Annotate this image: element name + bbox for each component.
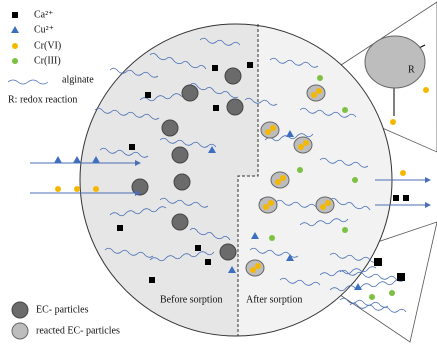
- cr-iii: [352, 177, 358, 183]
- cr-vi: [250, 267, 256, 273]
- diagram: R Ca²⁺ Cu²⁺ Cr(VI) Cr(III) alginate R: r…: [0, 0, 437, 348]
- legend-label: Cr(VI): [34, 40, 61, 51]
- legend-cu: [11, 26, 19, 33]
- ec-particle: [225, 68, 241, 84]
- ec-particle: [220, 244, 236, 260]
- cr-vi: [390, 119, 396, 125]
- legend-label: alginate: [62, 74, 94, 85]
- ca-ion: [393, 195, 399, 201]
- ca-ion: [213, 105, 219, 111]
- cr-vi: [265, 129, 271, 135]
- cr-iii: [342, 107, 348, 113]
- cr-vi: [280, 175, 286, 181]
- cr-vi: [275, 179, 281, 185]
- cr-vi: [74, 186, 80, 192]
- ca-ion: [149, 277, 155, 283]
- cr-vi: [325, 200, 331, 206]
- zoom-particle: [365, 36, 425, 88]
- cr-vi: [423, 87, 429, 93]
- cr-vi: [320, 204, 326, 210]
- legend-ec: [12, 302, 28, 318]
- ec-particle: [182, 85, 198, 101]
- ca-ion: [212, 65, 218, 71]
- ec-particle: [162, 120, 178, 136]
- ca-ion: [205, 259, 211, 265]
- cr-iii: [342, 227, 348, 233]
- ca-ion: [129, 144, 135, 150]
- cr-vi: [55, 186, 61, 192]
- region-label: After sorption: [246, 294, 302, 305]
- cr-iii: [369, 294, 375, 300]
- ca-ion: [195, 245, 201, 251]
- cr-iii: [317, 75, 323, 81]
- ec-particle: [174, 174, 190, 190]
- ec-particle: [172, 214, 188, 230]
- legend-label: R: redox reaction: [8, 94, 77, 105]
- ec-particle: [172, 147, 188, 163]
- ca-ion: [397, 273, 405, 281]
- cu-ion: [54, 156, 62, 163]
- cr-iii: [269, 235, 275, 241]
- legend-alginate: [8, 80, 48, 84]
- legend-label: EC- particles: [36, 304, 89, 315]
- cr-vi: [93, 186, 99, 192]
- cr-vi: [255, 263, 261, 269]
- ca-ion: [403, 195, 409, 201]
- cr-vi: [298, 144, 304, 150]
- cr-vi: [400, 170, 406, 176]
- legend-reacted-ec: [12, 323, 28, 339]
- legend-label: Cr(III): [34, 55, 61, 66]
- cr-iii: [389, 290, 395, 296]
- cr-vi: [316, 88, 322, 94]
- cr-vi: [270, 125, 276, 131]
- legend-label: Ca²⁺: [34, 9, 53, 20]
- cr-vi: [303, 140, 309, 146]
- ca-ion: [145, 92, 151, 98]
- region-label: Before sorption: [160, 294, 223, 305]
- ca-ion: [374, 258, 382, 266]
- legend-ca: [12, 12, 18, 18]
- cr-vi: [263, 204, 269, 210]
- cr-vi: [268, 200, 274, 206]
- left-half: [70, 20, 258, 340]
- cr-iii: [297, 167, 303, 173]
- ca-ion: [117, 225, 123, 231]
- legend-label: reacted EC- particles: [36, 325, 120, 336]
- legend-label: Cu²⁺: [34, 24, 54, 35]
- cr-vi: [311, 92, 317, 98]
- cu-ion: [73, 156, 81, 163]
- redox-label: R: [408, 64, 415, 75]
- ec-particle: [227, 99, 243, 115]
- legend-cr6: [12, 43, 18, 49]
- ca-ion: [247, 62, 253, 68]
- legend-cr3: [12, 58, 18, 64]
